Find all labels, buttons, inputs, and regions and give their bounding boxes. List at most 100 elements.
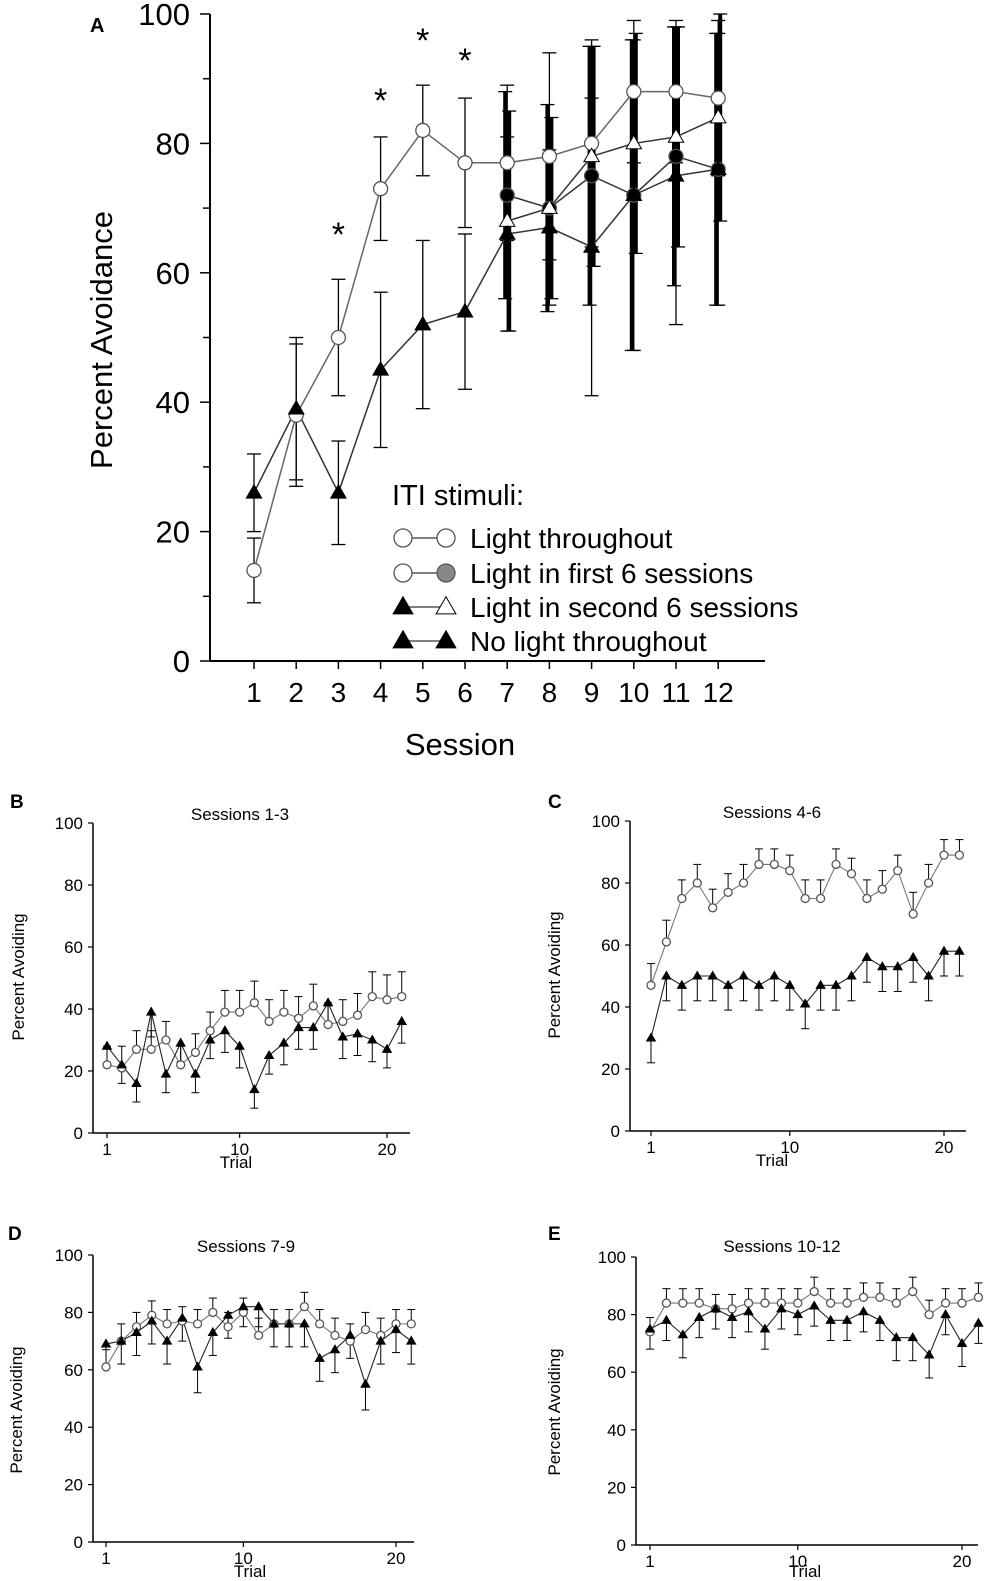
panel-d-data-point (131, 1326, 142, 1337)
panel-d-data-point (360, 1378, 371, 1388)
panel-c-data-point (862, 893, 872, 904)
panel-e-x-tick-label: 1 (645, 1552, 654, 1571)
panel-b-data-point (204, 1034, 216, 1044)
panel-b-data-point (382, 995, 392, 1005)
panel-a-x-tick-label: 11 (661, 677, 690, 708)
panel-b-data-point (264, 1016, 274, 1027)
panel-a-data-point (498, 225, 516, 240)
panel-c-y-tick-label: 100 (592, 812, 620, 831)
panel-d-y-tick-label: 100 (55, 1246, 83, 1265)
panel-e-x-axis-label: Trial (789, 1562, 821, 1581)
legend-title: ITI stimuli: (392, 480, 524, 512)
panel-a-significance-star: * (374, 82, 387, 120)
panel-a-data-point (668, 148, 684, 164)
panel-c-data-point (723, 887, 733, 897)
panel-d-data-point (299, 1318, 310, 1328)
panel-c-data-point (800, 893, 810, 904)
panel-c-data-point (753, 979, 765, 989)
panel-b-data-point (131, 1077, 142, 1087)
panel-e-data-point (842, 1298, 852, 1308)
panel-a-y-tick-label: 20 (156, 515, 190, 550)
panel-b-data-point (176, 1060, 186, 1070)
panel-c-data-point (954, 945, 965, 955)
panel-e-data-point (644, 1323, 656, 1333)
panel-b-data-point (293, 1022, 304, 1032)
panel-a-data-point (709, 160, 727, 176)
panel-b-data-point (160, 1068, 172, 1078)
panel-a-data-point (372, 181, 389, 197)
legend-label-light-first-6: Light in first 6 sessions (470, 558, 753, 589)
panel-e-data-point (874, 1314, 886, 1324)
panel-d-data-point (253, 1301, 264, 1311)
panel-e-data-point (727, 1304, 737, 1314)
panel-a-data-point (330, 329, 347, 346)
panel-a-series-line (253, 168, 719, 495)
panel-letter-d: D (8, 1224, 22, 1245)
panel-e-data-point (726, 1311, 738, 1322)
panel-b-data-point (293, 1013, 304, 1023)
panel-b-data-point (234, 1007, 245, 1017)
legend-symbol (392, 629, 414, 649)
legend-label-light-second-6: Light in second 6 sessions (470, 592, 798, 623)
panel-e-y-tick-label: 20 (607, 1478, 626, 1497)
panel-a-data-point (668, 83, 684, 100)
panel-e-y-axis-label: Percent Avoiding (545, 1348, 564, 1475)
panel-e-data-point (693, 1311, 705, 1322)
panel-a-x-tick-label: 8 (542, 677, 558, 708)
panel-d-data-point (208, 1307, 218, 1318)
panel-a-y-tick-label: 60 (156, 256, 190, 291)
panel-b-data-point (278, 1037, 290, 1047)
panel-d-data-point (406, 1319, 416, 1329)
panel-a-data-point (541, 148, 558, 164)
panel-c-y-tick-label: 20 (601, 1060, 620, 1079)
legend-label-light-throughout: Light throughout (470, 523, 673, 554)
panel-a-x-tick-label: 3 (331, 677, 347, 708)
panel-d-data-point (390, 1324, 402, 1334)
panel-a-legend: ITI stimuli: Light throughout Light in f… (392, 480, 798, 657)
panel-e-data-point (661, 1298, 672, 1308)
panel-e-data-point (776, 1303, 787, 1313)
panel-d-data-point (100, 1338, 112, 1348)
panel-b-data-point (308, 1022, 319, 1032)
panel-c-data-point (646, 980, 656, 990)
panel-d-data-point (283, 1318, 295, 1328)
panel-c-data-point (923, 878, 934, 888)
panel-b-x-tick-label: 20 (378, 1140, 397, 1159)
panel-a-data-point (583, 147, 601, 163)
panel-c-data-point (738, 878, 749, 888)
panel-e-data-point (908, 1286, 918, 1297)
panel-a-y-tick-label: 40 (156, 385, 190, 420)
panel-a-x-tick-label: 7 (499, 677, 515, 708)
panel-e-data-point (940, 1298, 951, 1308)
panel-letter-b: B (10, 792, 24, 813)
panel-a-data-point (710, 90, 726, 106)
panel-a-data-point (540, 199, 558, 214)
panel-letter-a: A (90, 15, 104, 37)
panel-c-x-tick-label: 20 (935, 1138, 954, 1157)
panel-a-data-point (372, 360, 390, 376)
panel-b-data-point (161, 1035, 171, 1045)
panel-d-data-point (146, 1315, 158, 1325)
panel-c-data-point (661, 970, 672, 980)
panel-d-x-tick-label: 10 (234, 1549, 253, 1568)
panel-e-data-point (957, 1298, 967, 1308)
panel-e-data-point (743, 1298, 754, 1308)
panel-c-data-point (799, 998, 811, 1008)
panel-a-data-point (583, 168, 600, 184)
panel-a-data-point (499, 155, 515, 171)
panel-a-x-tick-label: 6 (457, 677, 473, 708)
panel-c-data-point (676, 979, 688, 989)
panel-a-data-point (625, 186, 643, 201)
panel-c-data-point (877, 884, 887, 894)
panel-e-x-tick-label: 20 (953, 1552, 972, 1571)
panel-e-data-point (760, 1298, 770, 1308)
panel-a-x-tick-label: 9 (584, 677, 600, 708)
panel-a-data-point (625, 134, 643, 150)
panel-c-data-point (938, 945, 950, 955)
panel-e-y-tick-label: 100 (598, 1248, 626, 1267)
panel-a-data-point (414, 315, 432, 331)
panel-d-data-point (405, 1335, 417, 1345)
panel-d: D Sessions 7-9 Percent Avoiding Trial 0 2… (7, 1224, 417, 1581)
panel-e-y-tick-label: 40 (607, 1421, 626, 1440)
panel-b-y-tick-label: 20 (64, 1062, 83, 1081)
